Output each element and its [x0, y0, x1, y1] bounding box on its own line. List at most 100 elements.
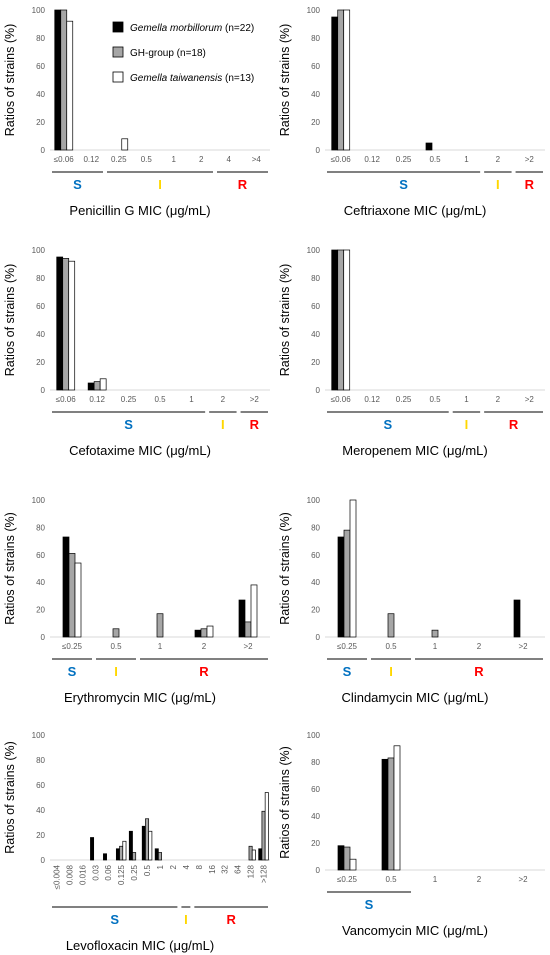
category-label-S: S [124, 417, 133, 432]
y-tick-label: 60 [36, 62, 45, 71]
x-tick-label: 0.5 [385, 875, 397, 884]
chart-svg: Ratios of strains (%) 0 20 40 60 80 100 ≤0.25 0.… [278, 496, 545, 705]
x-tick-label: >2 [518, 875, 528, 884]
bar-3 [343, 249, 351, 391]
x-tick-label: >2 [243, 642, 253, 651]
bar-2 [68, 553, 76, 638]
bar-3 [74, 562, 82, 638]
y-tick-label: 40 [311, 578, 320, 587]
bar-2 [158, 852, 162, 861]
bar-2 [145, 818, 150, 861]
bar-3 [343, 9, 351, 151]
category-label-S: S [399, 177, 408, 192]
bar-2 [387, 613, 395, 638]
y-tick-label: 100 [32, 496, 46, 505]
bar-1 [331, 249, 339, 391]
x-tick-label: 1 [189, 395, 194, 404]
chart-title: Erythromycin MIC (μg/mL) [64, 690, 216, 705]
x-tick-label: >2 [518, 642, 528, 651]
y-tick-label: 60 [311, 785, 320, 794]
bar-2 [343, 846, 351, 871]
category-label-S: S [384, 417, 393, 432]
category-label-I: I [158, 177, 162, 192]
chart-title: Clindamycin MIC (μg/mL) [342, 690, 489, 705]
chart-panel-2: Ratios of strains (%) 0 20 40 60 80 100 ≤0.06 0.… [275, 0, 550, 240]
y-tick-label: 80 [36, 274, 45, 283]
y-tick-label: 20 [311, 118, 320, 127]
x-tick-label: 16 [208, 864, 217, 873]
x-tick-label: 1 [172, 155, 177, 164]
legend-label: Gemella taiwanensis (n=13) [130, 73, 254, 84]
y-tick-label: 40 [311, 330, 320, 339]
y-tick-label: 20 [36, 358, 45, 367]
x-tick-label: 0.06 [104, 864, 113, 880]
x-tick-label: 0.5 [429, 395, 441, 404]
x-tick-label: 2 [496, 395, 501, 404]
chart-panel-3: Ratios of strains (%) 0 20 40 60 80 100 ≤0.06 0.… [0, 240, 275, 480]
x-tick-label: ≤0.06 [54, 155, 75, 164]
bar-2 [244, 621, 252, 638]
x-tick-label: 0.03 [91, 864, 100, 880]
y-axis-label: Ratios of strains (%) [278, 264, 292, 377]
x-tick-label: 0.12 [83, 155, 99, 164]
y-axis-label: Ratios of strains (%) [278, 512, 292, 625]
bar-3 [250, 584, 258, 638]
category-label-S: S [73, 177, 82, 192]
chart-title: Levofloxacin MIC (μg/mL) [66, 938, 214, 953]
bar-1 [103, 853, 107, 861]
y-tick-label: 80 [311, 274, 320, 283]
x-tick-label: 0.25 [396, 395, 412, 404]
y-tick-label: 80 [36, 34, 45, 43]
y-tick-label: 20 [311, 606, 320, 615]
category-label-S: S [343, 664, 352, 679]
y-tick-label: 0 [41, 146, 46, 155]
y-tick-label: 0 [316, 866, 321, 875]
bar-3 [68, 260, 76, 391]
x-tick-label: 1 [433, 875, 438, 884]
category-label-I: I [465, 417, 469, 432]
bar-3 [122, 840, 127, 861]
x-tick-label: ≤0.06 [331, 395, 352, 404]
x-tick-label: 0.12 [364, 395, 380, 404]
bar-1 [337, 845, 345, 871]
bar-1 [425, 142, 433, 151]
y-tick-label: 0 [41, 633, 46, 642]
y-tick-label: 80 [36, 523, 45, 532]
legend-swatch [112, 71, 124, 83]
x-tick-label: 2 [221, 395, 226, 404]
bar-2 [93, 381, 101, 391]
x-tick-label: 0.5 [154, 395, 166, 404]
x-tick-label: >4 [252, 155, 262, 164]
chart-panel-5: Ratios of strains (%) 0 20 40 60 80 100 ≤0.25 0.… [0, 485, 275, 725]
chart-panel-7: Ratios of strains (%) 0 20 40 60 80 100 ≤0.004 0… [0, 715, 275, 955]
bar-3 [66, 20, 74, 151]
category-label-R: R [509, 417, 519, 432]
x-tick-label: 0.5 [429, 155, 441, 164]
legend-label: Gemella morbillorum (n=22) [130, 23, 254, 34]
bar-2 [200, 628, 208, 638]
y-tick-label: 0 [41, 386, 46, 395]
chart-panel-4: Ratios of strains (%) 0 20 40 60 80 100 ≤0.06 0.… [275, 240, 550, 480]
y-tick-label: 80 [311, 758, 320, 767]
y-tick-label: 20 [311, 839, 320, 848]
x-tick-label: 2 [169, 864, 178, 869]
x-tick-label: 64 [234, 864, 243, 873]
y-tick-label: 20 [36, 118, 45, 127]
bar-1 [337, 536, 345, 638]
x-tick-label: 0.5 [141, 155, 153, 164]
x-tick-label: >2 [525, 155, 535, 164]
x-tick-label: 1 [158, 642, 163, 651]
y-tick-label: 0 [316, 146, 321, 155]
y-tick-label: 80 [36, 756, 45, 765]
y-tick-label: 20 [36, 606, 45, 615]
x-tick-label: 0.12 [364, 155, 380, 164]
y-tick-label: 100 [307, 246, 321, 255]
category-label-S: S [68, 664, 77, 679]
bar-2 [132, 852, 137, 861]
chart-svg: Ratios of strains (%) 0 20 40 60 80 100 ≤0.06 0.… [3, 6, 270, 218]
chart-title: Vancomycin MIC (μg/mL) [342, 923, 488, 938]
bar-1 [56, 256, 64, 391]
bar-1 [90, 837, 95, 861]
y-axis-label: Ratios of strains (%) [278, 746, 292, 859]
